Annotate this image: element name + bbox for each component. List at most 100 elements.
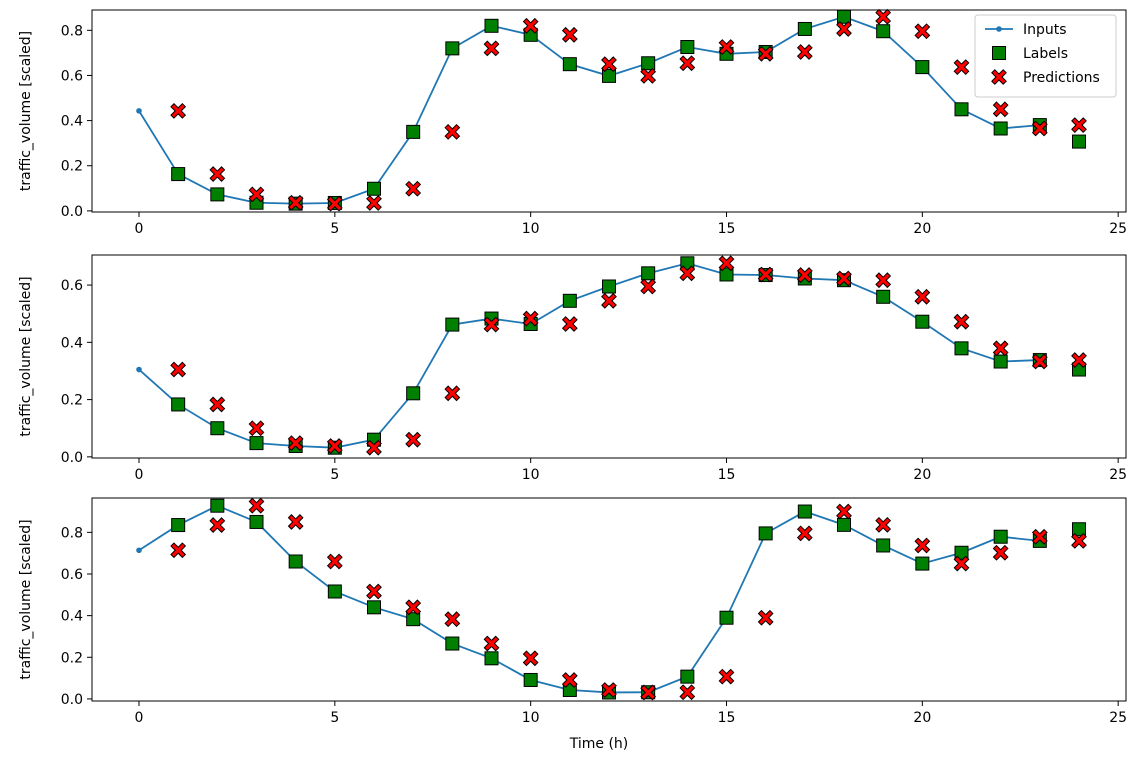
inputs-point	[136, 366, 142, 373]
predictions-point	[366, 583, 382, 600]
predictions-point	[483, 40, 500, 57]
labels-point	[484, 651, 499, 666]
predictions-point	[1071, 117, 1087, 134]
labels-point	[641, 56, 656, 71]
y-tick-label: 0.4	[61, 335, 83, 351]
predictions-point	[561, 26, 578, 43]
predictions-point	[953, 59, 970, 76]
x-tick-label: 10	[522, 710, 540, 726]
predictions-point	[992, 544, 1009, 561]
predictions-point	[601, 292, 617, 309]
predictions-point	[640, 278, 657, 295]
predictions-point	[1071, 352, 1087, 368]
predictions-point	[679, 265, 696, 282]
labels-point	[993, 121, 1008, 136]
axes-frame	[91, 497, 1127, 702]
labels-point	[171, 397, 186, 412]
y-axis-label: traffic_volume [scaled]	[18, 519, 34, 679]
predictions-point	[836, 503, 852, 520]
x-tick-label: 15	[718, 710, 736, 726]
x-tick-label: 15	[718, 467, 736, 483]
predictions-point	[875, 8, 892, 25]
predictions-point	[405, 599, 422, 616]
predictions-point	[914, 288, 931, 305]
predictions-point	[522, 310, 539, 327]
predictions-point	[836, 21, 852, 37]
labels-point	[171, 167, 186, 182]
labels-point	[445, 41, 460, 56]
labels-point	[954, 545, 969, 560]
axes-frame	[91, 9, 1127, 213]
y-tick-label: 0.6	[61, 567, 83, 583]
labels-point	[484, 18, 499, 33]
x-tick-label: 0	[135, 467, 144, 483]
predictions-point	[757, 45, 774, 62]
y-tick-label: 0.6	[61, 68, 83, 84]
labels-point	[367, 181, 381, 196]
legend-box	[974, 14, 1117, 98]
predictions-point	[483, 316, 500, 333]
predictions-point	[287, 435, 304, 452]
y-tick-label: 0.0	[61, 204, 83, 220]
labels-point	[406, 124, 421, 139]
predictions-point	[914, 537, 931, 554]
x-tick-label: 15	[718, 221, 736, 237]
labels-point	[445, 636, 460, 651]
predictions-point	[405, 180, 422, 197]
predictions-point	[522, 650, 539, 667]
labels-point	[876, 289, 891, 304]
x-tick-label: 25	[1109, 221, 1127, 237]
labels-point	[837, 517, 851, 532]
labels-point	[367, 600, 381, 615]
labels-point	[523, 672, 538, 687]
predictions-point	[209, 166, 226, 182]
legend-predictions-marker	[991, 69, 1007, 85]
predictions-point	[366, 195, 382, 211]
legend-label-inputs: Inputs	[1023, 22, 1067, 38]
subplot-2: 0 5 10 15 20 25 0.0 0.2 0.4 0.6 traffic_volume [sc…	[18, 254, 1127, 483]
x-tick-label: 20	[913, 710, 931, 726]
predictions-point	[640, 67, 657, 84]
predictions-point	[522, 17, 539, 34]
predictions-point	[796, 44, 813, 60]
predictions-point	[444, 385, 461, 402]
labels-point	[1072, 134, 1086, 149]
predictions-point	[209, 396, 226, 413]
axes-frame	[91, 254, 1127, 459]
labels-point	[837, 9, 851, 24]
labels-point	[719, 267, 734, 282]
y-tick-label: 0.2	[61, 159, 83, 175]
labels-point	[680, 40, 695, 55]
predictions-point	[718, 39, 735, 55]
y-tick-label: 0.2	[61, 393, 83, 409]
predictions-point	[875, 516, 892, 533]
labels-point	[406, 386, 421, 401]
legend-label-predictions: Predictions	[1023, 70, 1100, 86]
labels-point	[915, 556, 930, 571]
predictions-point	[953, 555, 970, 572]
predictions-point	[561, 672, 578, 688]
labels-point	[915, 60, 930, 75]
x-tick-label: 20	[913, 221, 931, 237]
inputs-point	[136, 547, 142, 554]
predictions-point	[170, 361, 187, 378]
y-tick-label: 0.8	[61, 23, 83, 39]
labels-point	[602, 279, 616, 294]
x-tick-label: 0	[135, 710, 144, 726]
predictions-point	[1031, 120, 1048, 137]
predictions-point	[718, 668, 735, 685]
subplot-3: 0 5 10 15 20 25 0.0 0.2 0.4 0.6 0.8 traffic_volume …	[18, 497, 1127, 726]
y-tick-label: 0.8	[61, 525, 83, 541]
labels-point	[1072, 522, 1086, 537]
y-tick-label: 0.4	[61, 114, 83, 130]
y-tick-label: 0.4	[61, 609, 83, 625]
y-tick-label: 0.6	[61, 278, 83, 294]
labels-point	[954, 102, 969, 117]
predictions-point	[170, 542, 187, 559]
labels-point	[680, 669, 695, 684]
x-tick-label: 5	[330, 710, 339, 726]
predictions-point	[248, 420, 265, 437]
predictions-point	[248, 186, 265, 203]
predictions-point	[326, 553, 343, 570]
